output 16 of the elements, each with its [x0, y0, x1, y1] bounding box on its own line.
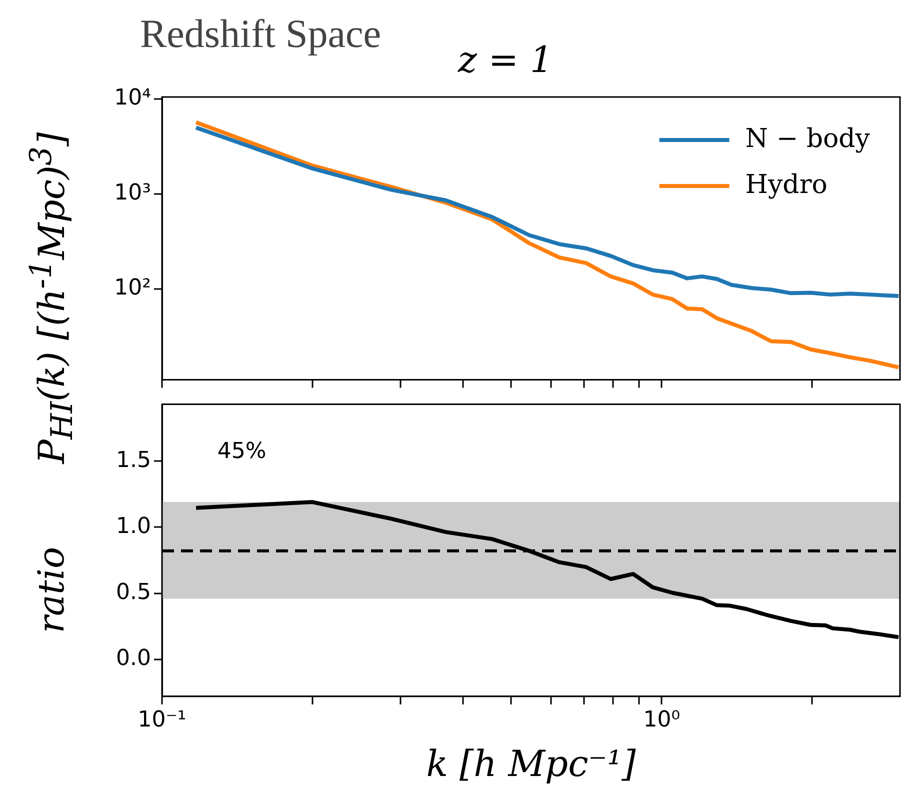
chart-subtitle: z = 1	[458, 40, 553, 81]
y-tick-label: 0.5	[116, 580, 151, 605]
y-axis-title: ratio	[32, 546, 72, 634]
x-tick-label: 10⁰	[643, 707, 680, 732]
x-tick-label: 10⁻¹	[138, 707, 186, 732]
y-tick-label: 10²	[114, 276, 151, 301]
y-tick-label: 1.5	[116, 448, 151, 473]
x-axis-title: k [h Mpc⁻¹]	[426, 744, 637, 785]
y-tick-label: 10⁴	[114, 86, 152, 111]
chart-title: Redshift Space	[140, 10, 382, 57]
y-tick-label: 0.0	[116, 646, 151, 672]
legend-label: Hydro	[745, 170, 828, 200]
y-tick-label: 1.0	[116, 514, 151, 539]
annotation: 45%	[217, 438, 266, 464]
legend-label: N − body	[745, 124, 870, 154]
y-tick-label: 10³	[114, 180, 151, 206]
